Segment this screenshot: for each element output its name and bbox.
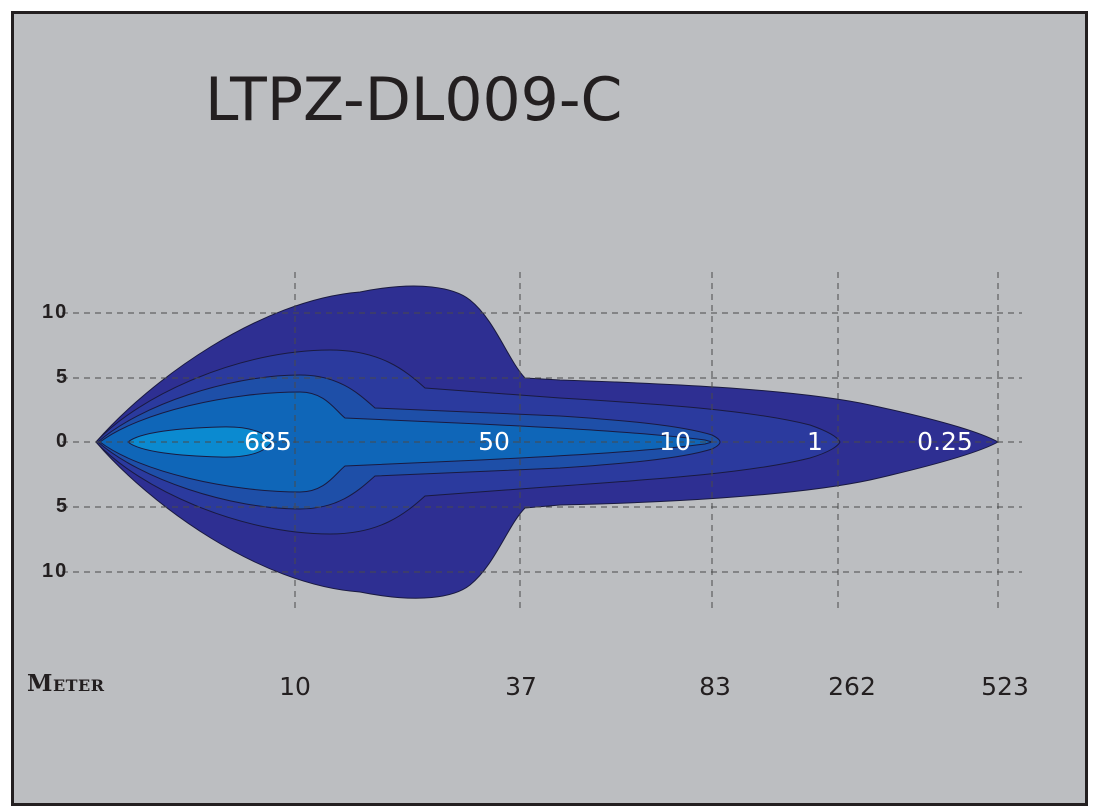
isolux-label: 685 xyxy=(244,427,292,456)
x-tick-label: 523 xyxy=(981,672,1029,701)
y-tick-label: 10 xyxy=(42,560,69,582)
y-tick-label: 10 xyxy=(42,301,69,323)
x-tick-label: 83 xyxy=(699,672,731,701)
isolux-label: 0.25 xyxy=(917,427,973,456)
x-tick-label: 262 xyxy=(828,672,876,701)
isolux-label: 10 xyxy=(659,427,691,456)
y-tick-label: 5 xyxy=(56,495,70,517)
x-tick-label: 37 xyxy=(505,672,537,701)
x-axis-unit-label: Meter xyxy=(27,670,105,697)
grid xyxy=(62,272,1022,613)
y-tick-label: 5 xyxy=(56,366,70,388)
x-tick-label: 10 xyxy=(279,672,311,701)
isolux-label: 50 xyxy=(478,427,510,456)
isolux-label: 1 xyxy=(807,427,823,456)
y-tick-label: 0 xyxy=(56,430,70,452)
chart-title: LTPZ-DL009-C xyxy=(205,65,623,135)
